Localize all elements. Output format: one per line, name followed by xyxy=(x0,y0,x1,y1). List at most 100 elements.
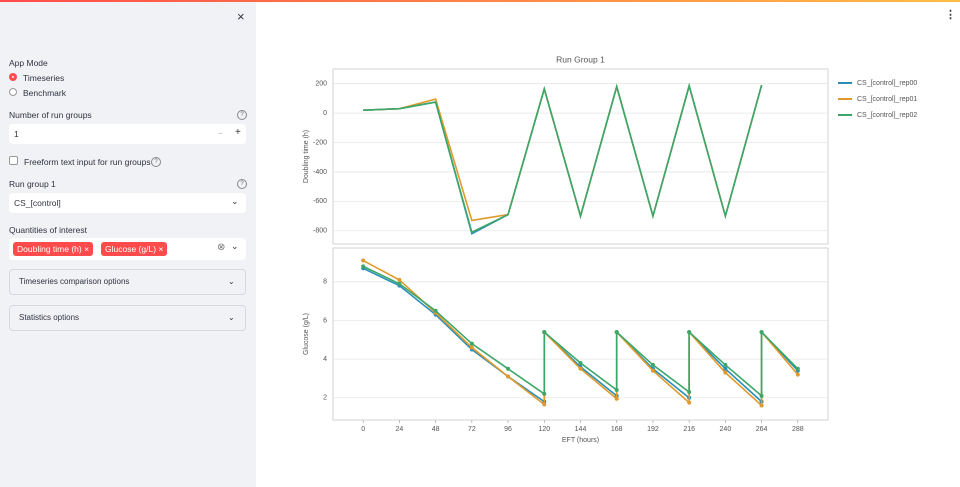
y-tick-label: -600 xyxy=(313,198,327,205)
y-tick-label: 200 xyxy=(315,81,327,88)
tag[interactable]: Doubling time (h) × xyxy=(13,242,94,256)
chevron: ⌄ xyxy=(228,277,235,286)
close-button[interactable]: × xyxy=(237,9,245,24)
y-tick-label: 2 xyxy=(323,395,327,402)
chevron: ⌄ xyxy=(231,196,239,206)
number-input[interactable]: 1 − + xyxy=(9,124,246,144)
y-tick-label: 0 xyxy=(323,110,327,117)
series-line xyxy=(362,259,799,408)
point xyxy=(650,362,655,367)
y-tick-label: -200 xyxy=(313,139,327,146)
point xyxy=(578,360,583,365)
tag-text: Doubling time (h) xyxy=(17,244,82,254)
point xyxy=(687,330,692,335)
decrement[interactable]: − xyxy=(218,128,223,138)
radio[interactable] xyxy=(9,88,17,96)
radio-label[interactable]: Benchmark xyxy=(23,88,66,98)
label: Number of run groups xyxy=(9,110,92,120)
x-tick-label: 24 xyxy=(396,426,404,433)
radio-label[interactable]: Timeseries xyxy=(23,73,65,83)
help-icon[interactable]: ? xyxy=(151,157,161,167)
legend-label: CS_[control]_rep00 xyxy=(857,80,917,87)
sidebar: × App Mode Timeseries Benchmark Number o… xyxy=(0,2,256,487)
point xyxy=(469,341,474,346)
point xyxy=(759,393,764,398)
radio[interactable] xyxy=(9,73,17,81)
y-tick-label: -400 xyxy=(313,169,327,176)
point xyxy=(578,366,583,371)
y-axis-label: Glucose (g/L) xyxy=(303,313,310,355)
chevron[interactable]: ⌄ xyxy=(231,241,239,251)
label: Run group 1 xyxy=(9,179,56,189)
point xyxy=(614,396,619,401)
point xyxy=(361,264,366,269)
point xyxy=(542,330,547,335)
point xyxy=(759,403,764,408)
multiselect[interactable]: Doubling time (h) × Glucose (g/L) × ⊗ ⌄ xyxy=(9,238,246,260)
x-tick-label: 192 xyxy=(647,426,659,433)
label: Quantities of interest xyxy=(9,225,87,235)
point xyxy=(723,366,728,371)
x-tick-label: 240 xyxy=(720,426,732,433)
point xyxy=(759,330,764,335)
expander[interactable]: Statistics options ⌄ xyxy=(9,305,246,331)
increment[interactable]: + xyxy=(235,127,241,138)
x-axis-label: EFT (hours) xyxy=(562,437,599,444)
expander[interactable]: Timeseries comparison options ⌄ xyxy=(9,269,246,295)
clear-icon[interactable]: ⊗ xyxy=(217,242,226,253)
x-tick-label: 72 xyxy=(468,426,476,433)
x-tick-label: 48 xyxy=(432,426,440,433)
tag-text: Glucose (g/L) xyxy=(105,244,157,254)
x-tick-label: 216 xyxy=(683,426,695,433)
y-axis-label: Doubling time (h) xyxy=(303,130,310,183)
legend-label: CS_[control]_rep01 xyxy=(857,96,917,103)
point xyxy=(542,391,547,396)
select-value: CS_[control] xyxy=(14,198,61,208)
top-bar xyxy=(0,0,960,2)
point xyxy=(723,370,728,375)
point xyxy=(650,368,655,373)
point xyxy=(506,374,511,379)
point xyxy=(397,281,402,286)
x-tick-label: 96 xyxy=(504,426,512,433)
series-line xyxy=(363,82,763,235)
x-tick-label: 264 xyxy=(756,426,768,433)
point xyxy=(795,372,800,377)
checkbox-label[interactable]: Freeform text input for run groups xyxy=(24,157,151,167)
help-icon[interactable]: ? xyxy=(237,179,247,189)
help-icon[interactable]: ? xyxy=(237,110,247,120)
point xyxy=(506,366,511,371)
y-tick-label: 4 xyxy=(323,356,327,363)
chart: Run Group 1 -800 -600 -400 -200 0 200 Doubling … xyxy=(303,54,918,444)
plot-frame xyxy=(332,68,829,245)
point xyxy=(687,400,692,405)
select[interactable]: CS_[control] ⌄ xyxy=(9,193,246,213)
checkbox[interactable] xyxy=(9,156,18,165)
y-tick-label: -800 xyxy=(313,228,327,235)
chevron: ⌄ xyxy=(228,313,235,322)
point xyxy=(614,330,619,335)
chart-title: Run Group 1 xyxy=(556,54,605,64)
legend-label: CS_[control]_rep02 xyxy=(857,112,917,119)
label: App Mode xyxy=(9,58,48,68)
x-tick-label: 288 xyxy=(792,426,804,433)
tag[interactable]: Glucose (g/L) × xyxy=(101,242,168,256)
x-tick-label: 120 xyxy=(538,426,550,433)
point xyxy=(687,389,692,394)
y-tick-label: 6 xyxy=(323,317,327,324)
point xyxy=(614,388,619,393)
menu-button[interactable]: ⋮ xyxy=(945,9,956,21)
point xyxy=(469,345,474,350)
input-value: 1 xyxy=(14,129,19,139)
expander-title: Timeseries comparison options xyxy=(19,277,130,286)
x-tick-label: 168 xyxy=(611,426,623,433)
x-tick-label: 144 xyxy=(575,426,587,433)
point xyxy=(723,362,728,367)
x-tick-label: 0 xyxy=(361,426,365,433)
expander-title: Statistics options xyxy=(19,313,80,322)
point xyxy=(397,277,402,282)
point xyxy=(795,366,800,371)
point xyxy=(433,308,438,313)
series-line xyxy=(362,267,799,404)
